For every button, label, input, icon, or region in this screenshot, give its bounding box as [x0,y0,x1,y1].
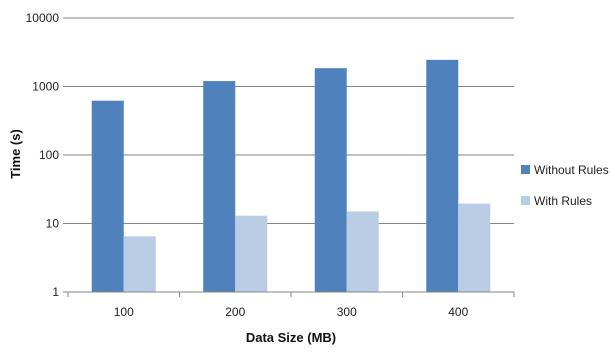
bar-with-rules [123,236,156,292]
x-tick-label: 400 [448,305,468,319]
bar-with-rules [458,203,491,292]
y-tick-label: 1 [52,285,59,299]
bar-without-rules [426,59,459,292]
legend: Without Rules With Rules [521,163,609,208]
legend-label: Without Rules [534,163,609,177]
x-tick-labels: 100 200 300 400 [67,292,515,319]
y-tick-label: 10000 [26,11,60,25]
legend-swatch [521,196,530,205]
legend-label: With Rules [534,194,592,208]
legend-swatch [521,165,530,174]
x-tick-label: 100 [114,305,134,319]
y-tick-label: 100 [39,148,59,162]
y-tick-label: 1000 [32,80,59,94]
bar-with-rules [346,211,379,292]
bar-without-rules [91,100,124,293]
bar-with-rules [235,215,268,292]
x-axis-title: Data Size (MB) [246,330,336,345]
x-tick-label: 300 [337,305,357,319]
bar-without-rules [314,68,347,293]
x-tick-label: 200 [225,305,245,319]
bar-without-rules [203,81,236,293]
y-tick-labels: 1 10 100 1000 10000 [26,11,68,299]
bars [91,59,491,293]
y-tick-label: 10 [46,217,60,231]
y-axis-title: Time (s) [8,129,23,179]
